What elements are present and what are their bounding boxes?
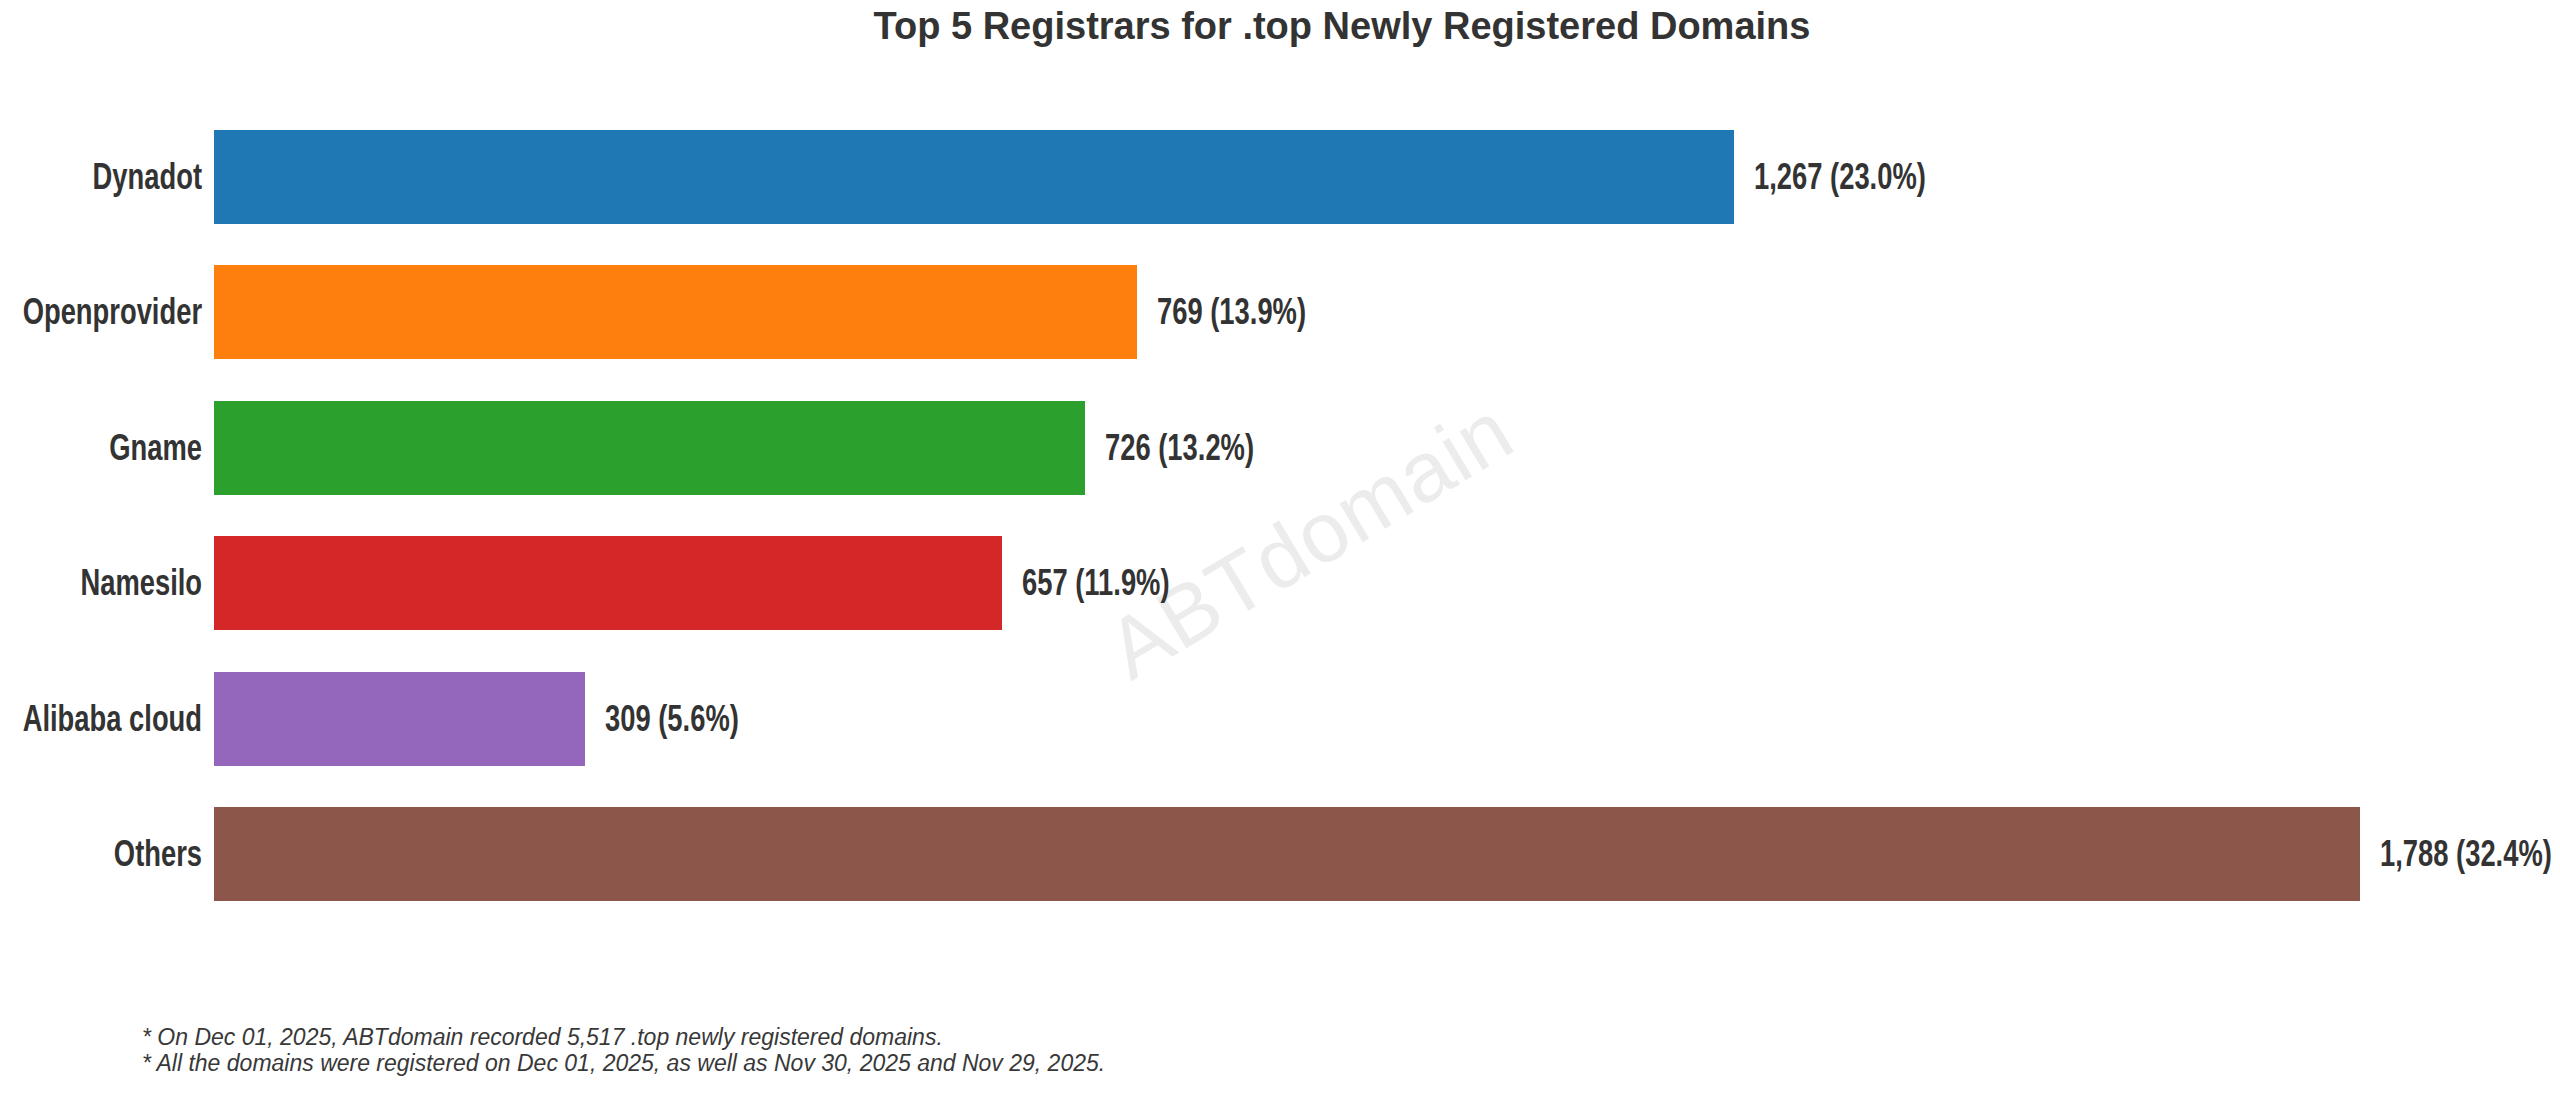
bar-chart-figure: Top 5 Registrars for .top Newly Register… bbox=[0, 0, 2560, 1105]
chart-title: Top 5 Registrars for .top Newly Register… bbox=[874, 0, 1811, 52]
bar bbox=[214, 265, 1137, 359]
bar-row: Others 1,788 (32.4%) bbox=[0, 807, 2560, 901]
category-label: Dynadot bbox=[0, 130, 202, 224]
bar bbox=[214, 536, 1002, 630]
bar-row: Gname 726 (13.2%) bbox=[0, 401, 2560, 495]
category-label: Alibaba cloud bbox=[0, 672, 202, 766]
category-label: Openprovider bbox=[0, 265, 202, 359]
value-label: 657 (11.9%) bbox=[1022, 536, 1216, 630]
bar bbox=[214, 130, 1734, 224]
category-label: Namesilo bbox=[0, 536, 202, 630]
bar-row: Namesilo 657 (11.9%) bbox=[0, 536, 2560, 630]
category-label: Others bbox=[0, 807, 202, 901]
value-label: 309 (5.6%) bbox=[605, 672, 781, 766]
value-label: 769 (13.9%) bbox=[1157, 265, 1353, 359]
value-label: 1,788 (32.4%) bbox=[2380, 807, 2560, 901]
value-label: 1,267 (23.0%) bbox=[1754, 130, 1980, 224]
footnote-line-2: * All the domains were registered on Dec… bbox=[142, 1050, 1105, 1076]
footnotes: * On Dec 01, 2025, ABTdomain recorded 5,… bbox=[142, 1024, 1105, 1076]
category-label: Gname bbox=[0, 401, 202, 495]
bar-row: Dynadot 1,267 (23.0%) bbox=[0, 130, 2560, 224]
bar-row: Openprovider 769 (13.9%) bbox=[0, 265, 2560, 359]
bar-row: Alibaba cloud 309 (5.6%) bbox=[0, 672, 2560, 766]
footnote-line-1: * On Dec 01, 2025, ABTdomain recorded 5,… bbox=[142, 1024, 1105, 1050]
bar bbox=[214, 807, 2360, 901]
value-label: 726 (13.2%) bbox=[1105, 401, 1301, 495]
bar bbox=[214, 401, 1085, 495]
bar bbox=[214, 672, 585, 766]
